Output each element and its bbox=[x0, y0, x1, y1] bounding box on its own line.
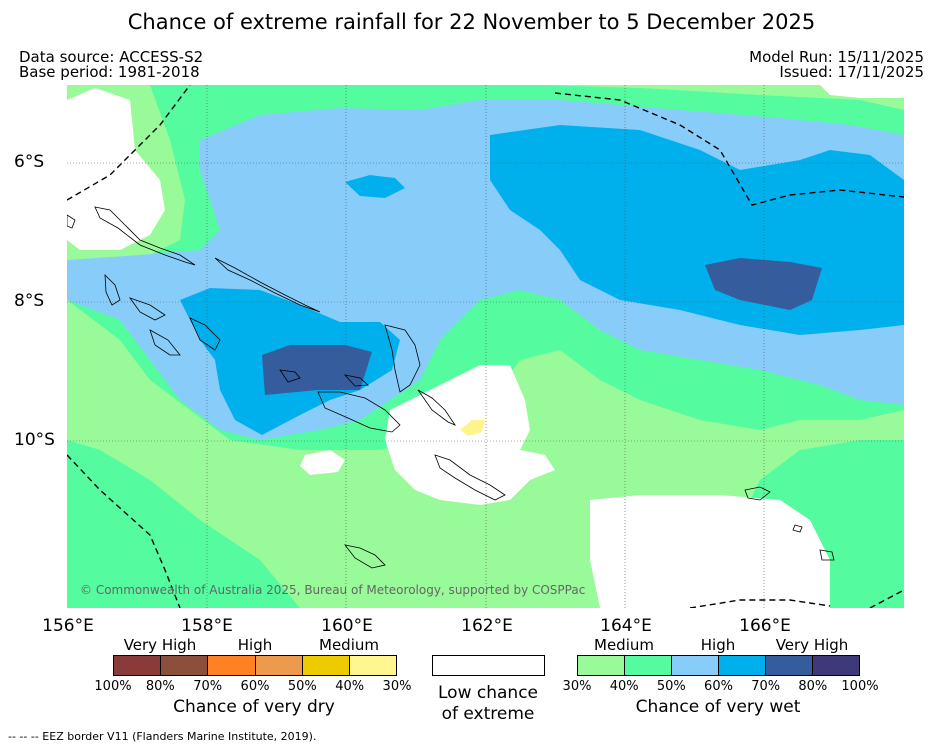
dry-tick-5: 40% bbox=[335, 679, 365, 694]
zone-dry-30-40 bbox=[460, 420, 485, 436]
dry-tick-2: 70% bbox=[193, 679, 223, 694]
dry-tick-3: 60% bbox=[240, 679, 270, 694]
zone-low-southeast bbox=[590, 495, 830, 608]
lon-label-162e: 162°E bbox=[461, 616, 513, 636]
base-period: Base period: 1981-2018 bbox=[19, 63, 200, 81]
zone-70-80-east bbox=[705, 258, 822, 310]
dry-swatch-4 bbox=[302, 656, 350, 675]
dry-category-high: High bbox=[237, 636, 273, 654]
model-run: Model Run: 15/11/2025 bbox=[749, 48, 924, 66]
dry-swatch-2 bbox=[208, 656, 256, 675]
dry-colorbar bbox=[113, 655, 397, 676]
dry-legend-title: Chance of very dry bbox=[173, 697, 335, 717]
wet-swatch-0 bbox=[578, 656, 625, 675]
dry-swatch-3 bbox=[255, 656, 303, 675]
zone-low-small bbox=[300, 450, 345, 475]
dry-swatch-1 bbox=[161, 656, 209, 675]
zone-40-50-southwest bbox=[67, 440, 300, 608]
zone-30-40-north bbox=[540, 85, 904, 110]
issued-date: Issued: 17/11/2025 bbox=[779, 63, 924, 81]
wet-legend-title: Chance of very wet bbox=[635, 697, 801, 717]
wet-tick-1: 40% bbox=[609, 679, 639, 694]
eez-footnote: -- -- -- EEZ border V11 (Flanders Marine… bbox=[8, 730, 317, 743]
zone-low-northeast bbox=[820, 85, 904, 98]
wet-tick-5: 80% bbox=[798, 679, 828, 694]
dry-tick-6: 30% bbox=[382, 679, 412, 694]
wet-category-medium: Medium bbox=[594, 636, 654, 654]
dry-swatch-5 bbox=[349, 656, 397, 675]
lon-label-160e: 160°E bbox=[321, 616, 373, 636]
lat-label-8s: 8°S bbox=[14, 291, 45, 311]
dry-category-very-high: Very High bbox=[123, 636, 197, 654]
page-title: Chance of extreme rainfall for 22 Novemb… bbox=[127, 10, 816, 34]
wet-tick-6: 100% bbox=[841, 679, 879, 694]
dry-category-medium: Medium bbox=[319, 636, 379, 654]
eez-borders bbox=[67, 85, 904, 608]
wet-swatch-4 bbox=[766, 656, 813, 675]
zone-60-70-small bbox=[345, 175, 405, 198]
lon-label-164e: 164°E bbox=[600, 616, 652, 636]
wet-tick-3: 60% bbox=[704, 679, 733, 694]
lon-label-158e: 158°E bbox=[181, 616, 233, 636]
header-left: Data source: ACCESS-S2 Base period: 1981… bbox=[19, 50, 203, 80]
island-outlines bbox=[67, 206, 835, 569]
low-chance-swatch bbox=[432, 655, 545, 676]
dry-tick-0: 100% bbox=[94, 679, 132, 694]
wet-swatch-3 bbox=[719, 656, 766, 675]
map-gridlines bbox=[67, 85, 904, 608]
low-chance-line2: of extreme bbox=[441, 704, 535, 724]
dry-swatch-0 bbox=[114, 656, 162, 675]
low-chance-line1: Low chance bbox=[438, 683, 538, 703]
header-right: Model Run: 15/11/2025 Issued: 17/11/2025 bbox=[749, 50, 924, 80]
wet-swatch-1 bbox=[625, 656, 672, 675]
wet-swatch-5 bbox=[813, 656, 859, 675]
wet-tick-4: 70% bbox=[751, 679, 781, 694]
lat-label-10s: 10°S bbox=[14, 430, 55, 450]
wet-category-high: High bbox=[700, 636, 736, 654]
zone-low-northwest bbox=[67, 88, 165, 250]
map-layers bbox=[67, 85, 904, 608]
wet-tick-0: 30% bbox=[562, 679, 592, 694]
zone-70-80-west bbox=[262, 345, 372, 395]
dry-tick-4: 50% bbox=[287, 679, 317, 694]
lon-label-166e: 166°E bbox=[739, 616, 791, 636]
low-chance-label: Low chance of extreme bbox=[438, 683, 538, 725]
copyright-notice: © Commonwealth of Australia 2025, Bureau… bbox=[80, 583, 586, 597]
data-source: Data source: ACCESS-S2 bbox=[19, 48, 204, 66]
wet-colorbar bbox=[577, 655, 860, 676]
lat-label-6s: 6°S bbox=[14, 152, 45, 172]
wet-swatch-2 bbox=[672, 656, 719, 675]
wet-category-very-high: Very High bbox=[775, 636, 849, 654]
dry-tick-1: 80% bbox=[145, 679, 175, 694]
wet-tick-2: 50% bbox=[656, 679, 686, 694]
lon-label-156e: 156°E bbox=[42, 616, 94, 636]
